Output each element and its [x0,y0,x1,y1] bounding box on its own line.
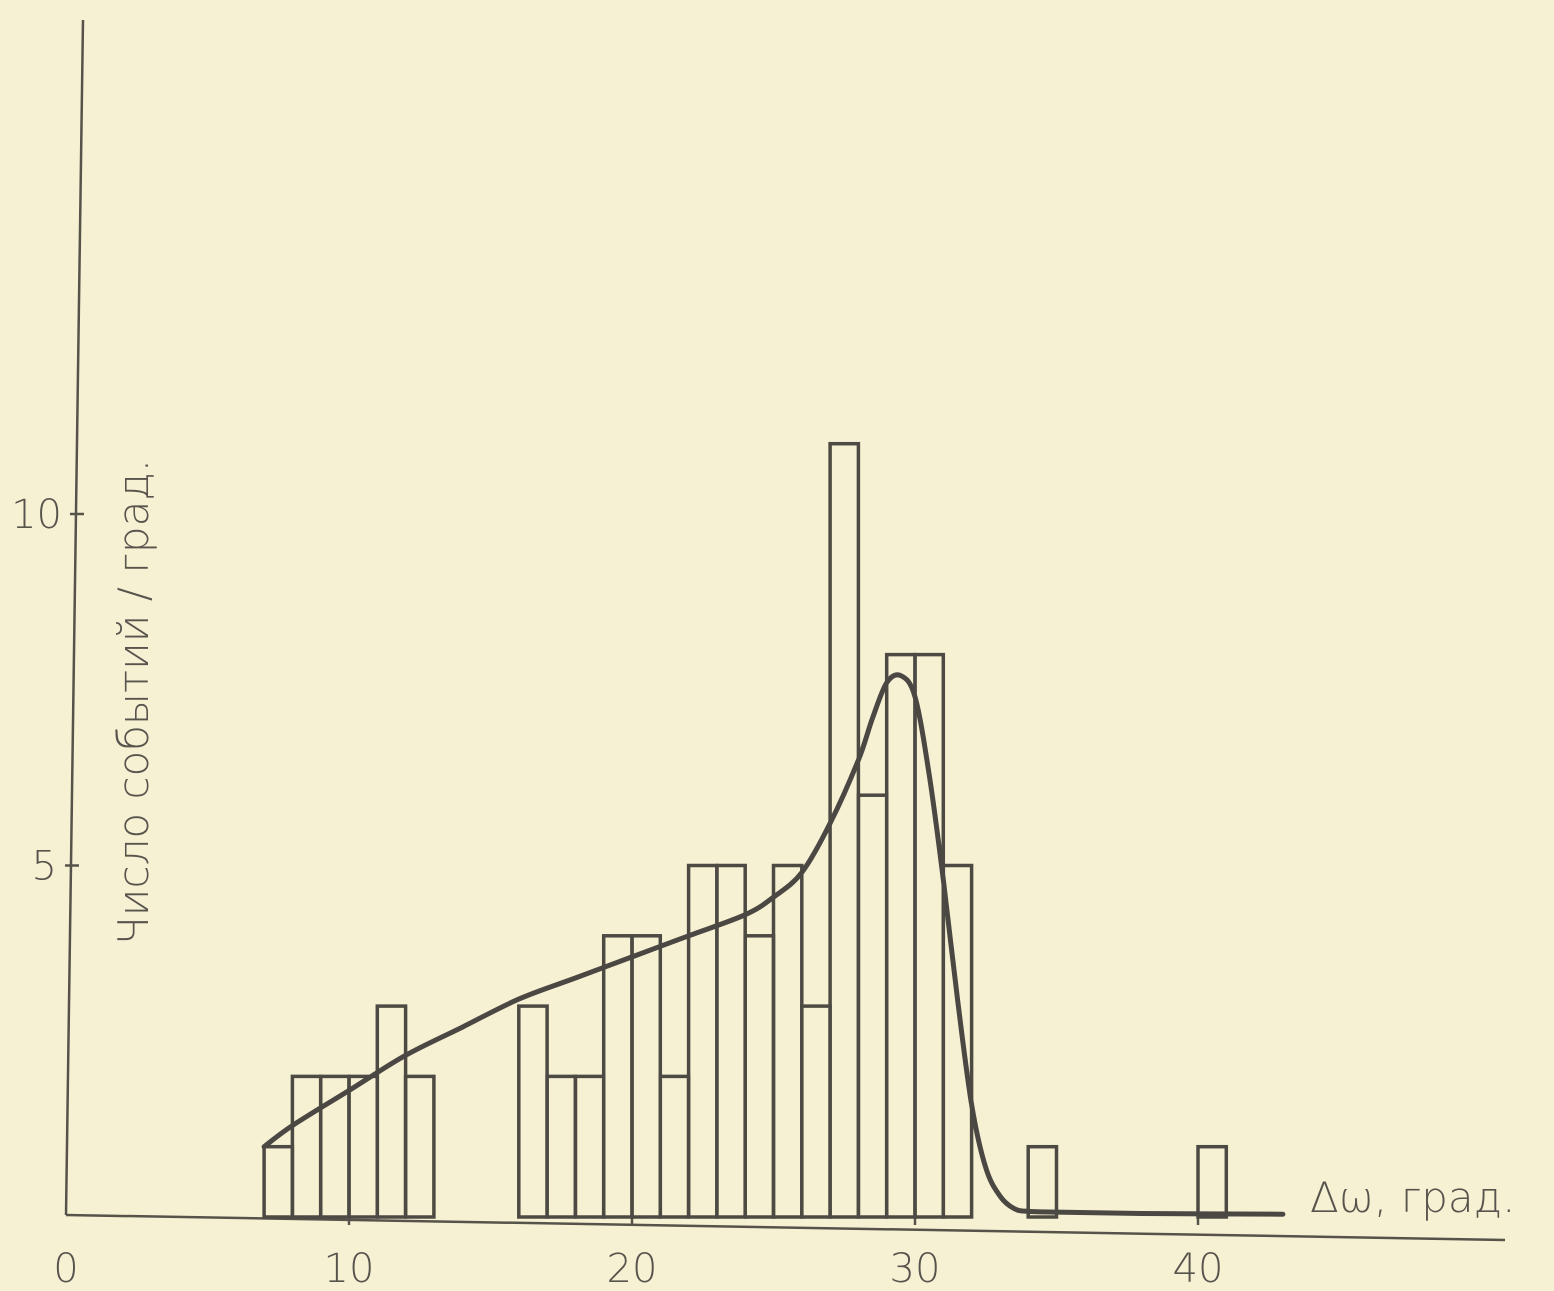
x-axis-line [65,1213,1506,1242]
histogram-bar [262,1144,295,1219]
histogram-bar [1026,1144,1059,1219]
histogram-bar [884,652,917,1219]
x-tick-label: 0 [53,1246,78,1291]
y-axis-line [64,19,85,1216]
histogram-bar [941,863,974,1219]
histogram-bar [347,1074,380,1219]
histogram-bar [630,934,663,1219]
axes [64,19,1506,1242]
y-tick-label: 5 [32,844,57,890]
histogram-bar [771,863,804,1219]
histogram-bar [913,652,946,1219]
histogram-bar [573,1074,606,1219]
histogram-bar [658,1074,691,1219]
x-tick-label: 10 [324,1246,375,1291]
x-tick-label: 20 [607,1246,658,1291]
histogram-bar [686,863,719,1219]
histogram-bar [375,1004,408,1219]
x-axis-label: Δω, град. [1310,1173,1515,1222]
histogram-bar [290,1074,323,1219]
histogram-bar [403,1074,436,1219]
y-tick-label: 10 [11,492,62,538]
x-tick-label: 30 [890,1246,941,1291]
histogram-bar [545,1074,578,1219]
histogram-bar [856,793,889,1219]
x-tick-label: 40 [1173,1246,1224,1291]
histogram-bars [262,441,1229,1219]
y-ticks: 5 10 [11,492,84,890]
fit-curve [261,672,1286,1217]
histogram-bar [517,1004,549,1219]
histogram-bar [743,934,776,1219]
histogram-bar [1196,1144,1229,1219]
y-axis-label: Число событий / град. [109,459,158,945]
histogram-bar [800,1004,832,1219]
histogram-bar [828,441,861,1219]
histogram-bar [601,934,634,1219]
